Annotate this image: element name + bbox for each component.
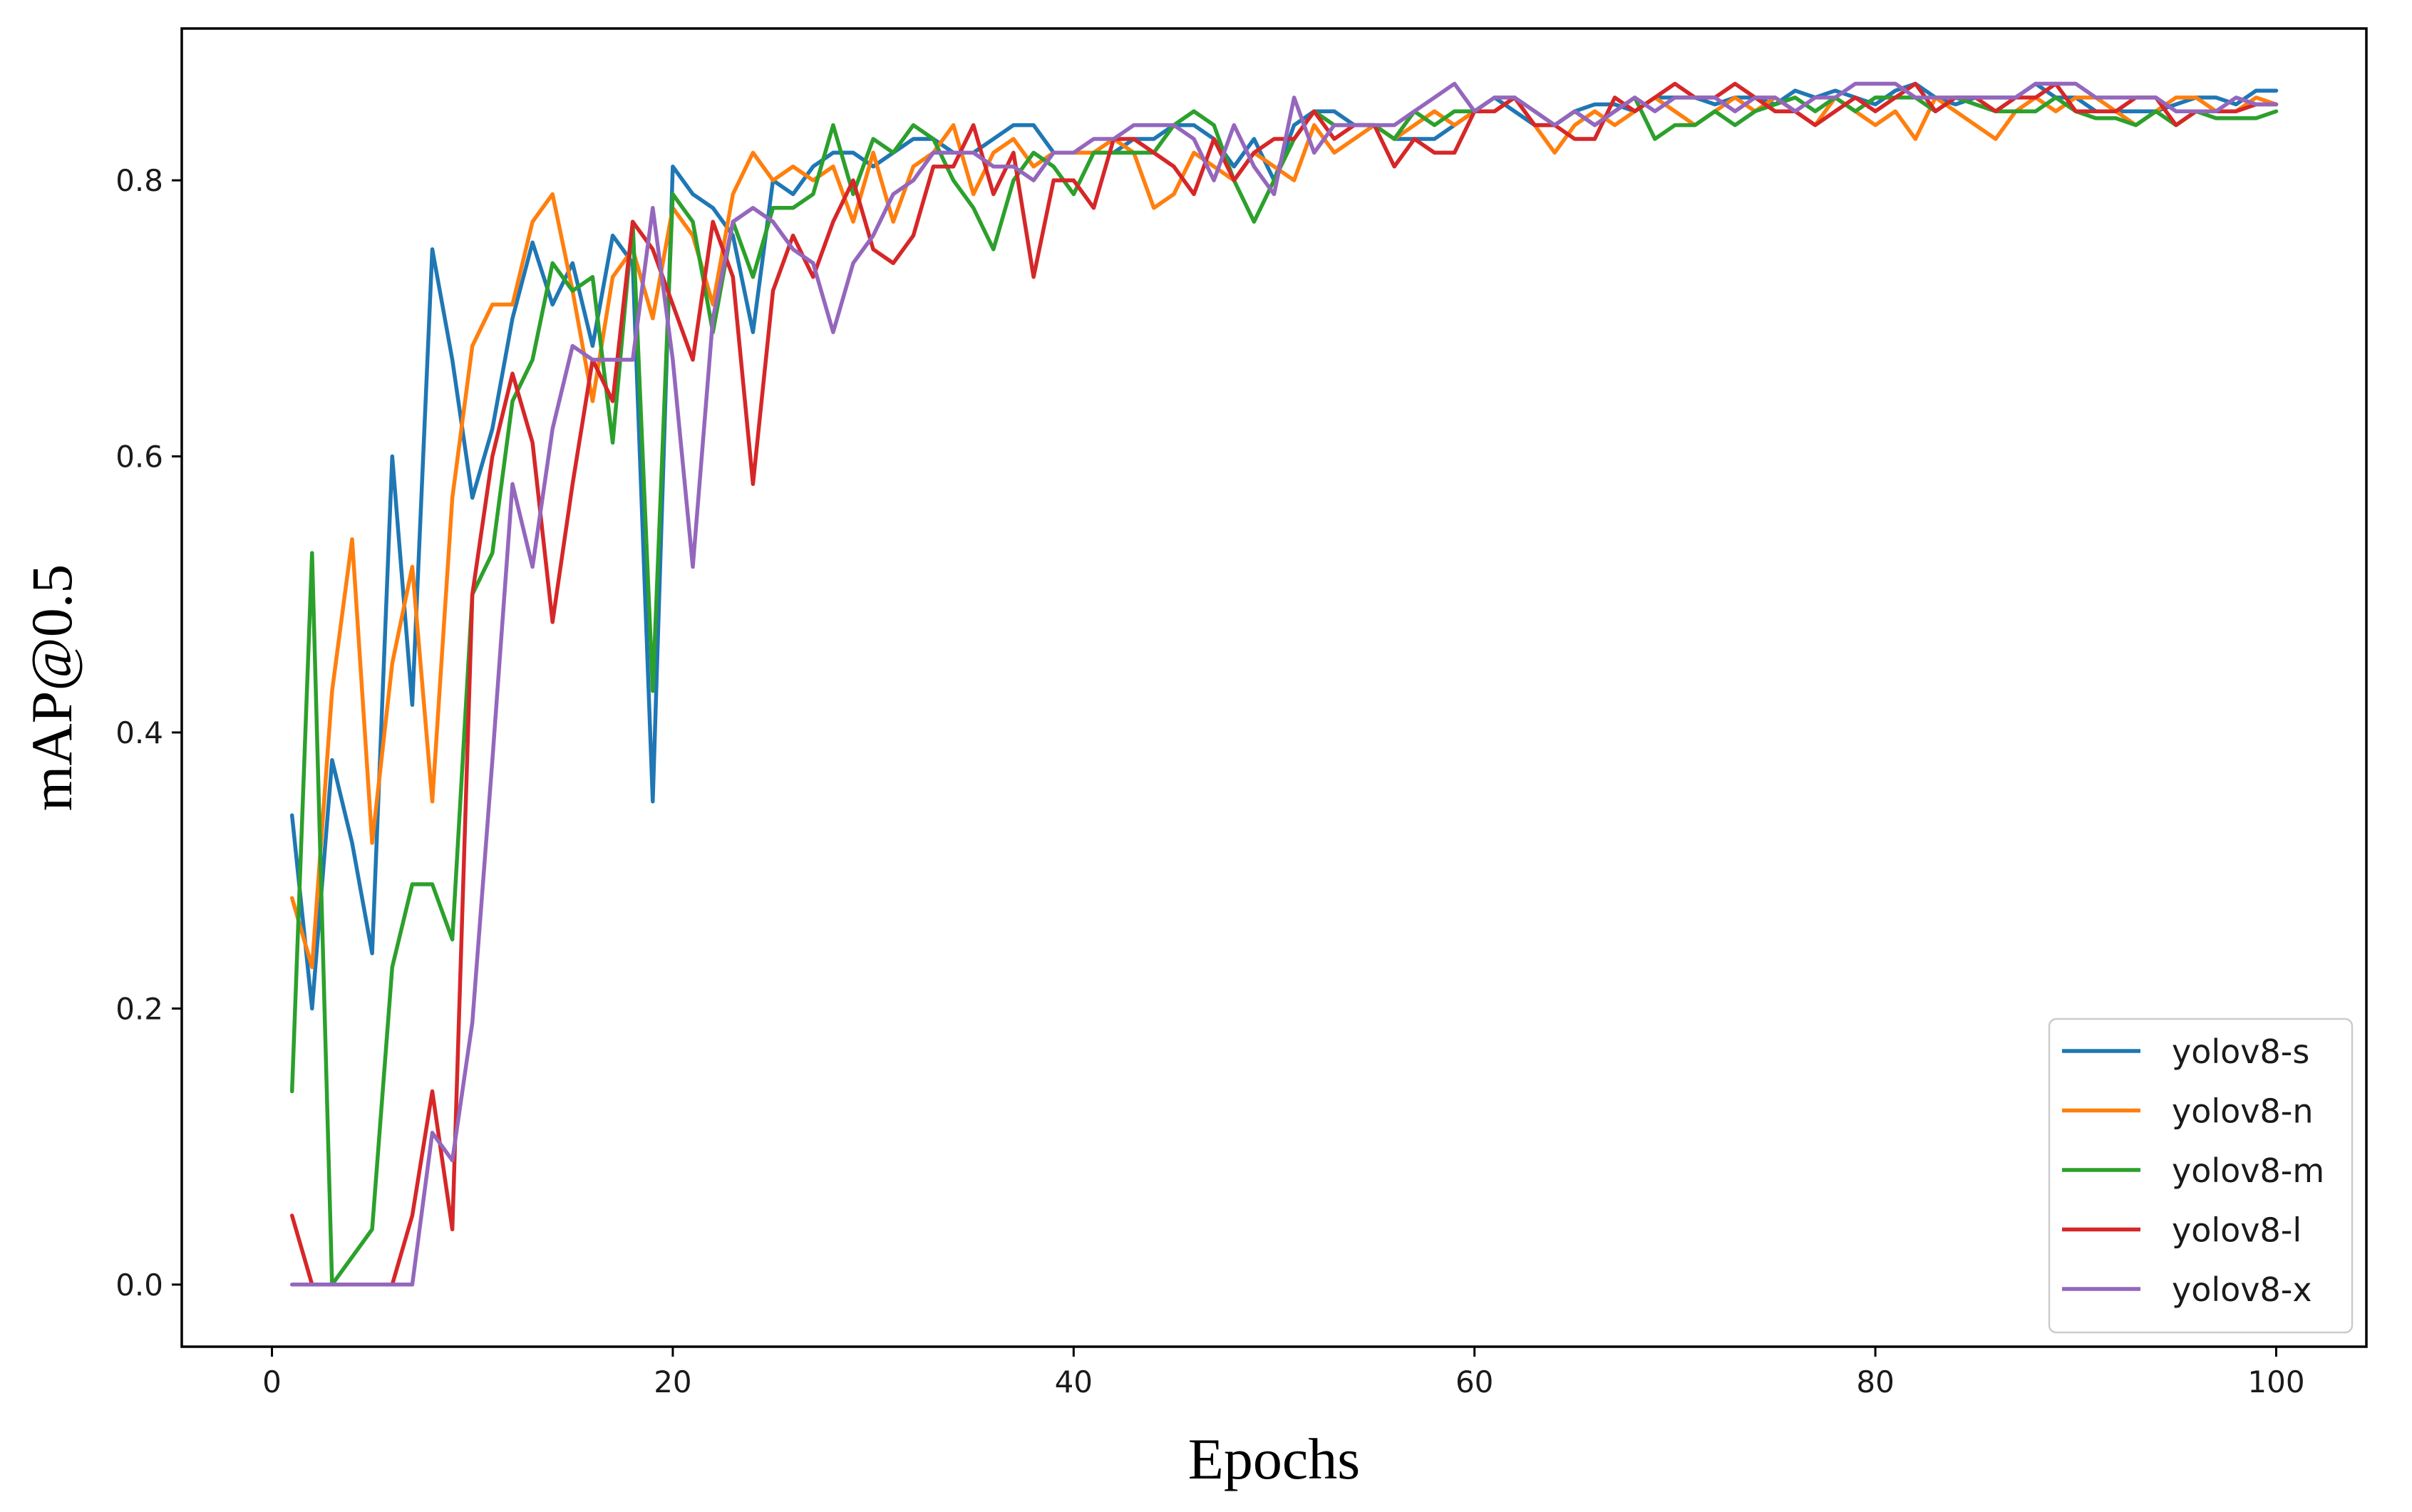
- y-axis: 0.0 0.2 0.4 0.6 0.8: [115, 163, 182, 1303]
- legend-label-yolov8-n: yolov8-n: [2172, 1092, 2314, 1131]
- series-layer: [289, 81, 2279, 1287]
- x-tick-label: 80: [1856, 1365, 1894, 1399]
- legend-label-yolov8-m: yolov8-m: [2172, 1151, 2324, 1190]
- y-tick-label: 0.2: [115, 991, 163, 1026]
- x-tick-label: 40: [1055, 1365, 1093, 1399]
- legend-label-yolov8-l: yolov8-l: [2172, 1211, 2302, 1250]
- x-tick-label: 0: [262, 1365, 282, 1399]
- legend-label-yolov8-s: yolov8-s: [2172, 1032, 2309, 1071]
- y-axis-title: mAP@0.5: [19, 564, 84, 812]
- y-tick-label: 0.4: [115, 715, 163, 750]
- y-tick-label: 0.6: [115, 440, 163, 475]
- x-axis: 0 20 40 60 80 100: [262, 1347, 2305, 1399]
- x-tick-label: 20: [654, 1365, 691, 1399]
- y-tick-label: 0.8: [115, 163, 163, 198]
- plot-area-frame: [180, 27, 2368, 1348]
- x-tick-label: 60: [1455, 1365, 1493, 1399]
- legend-label-yolov8-x: yolov8-x: [2172, 1270, 2312, 1309]
- y-tick-label: 0.0: [115, 1268, 163, 1303]
- legend-box: [2048, 1018, 2354, 1334]
- series-line-yolov8-x: [289, 81, 2279, 1287]
- x-axis-title: Epochs: [1188, 1426, 1360, 1491]
- legend: yolov8-s yolov8-n yolov8-m yolov8-l yolov8-x: [2048, 1018, 2354, 1334]
- x-tick-label: 100: [2247, 1365, 2304, 1399]
